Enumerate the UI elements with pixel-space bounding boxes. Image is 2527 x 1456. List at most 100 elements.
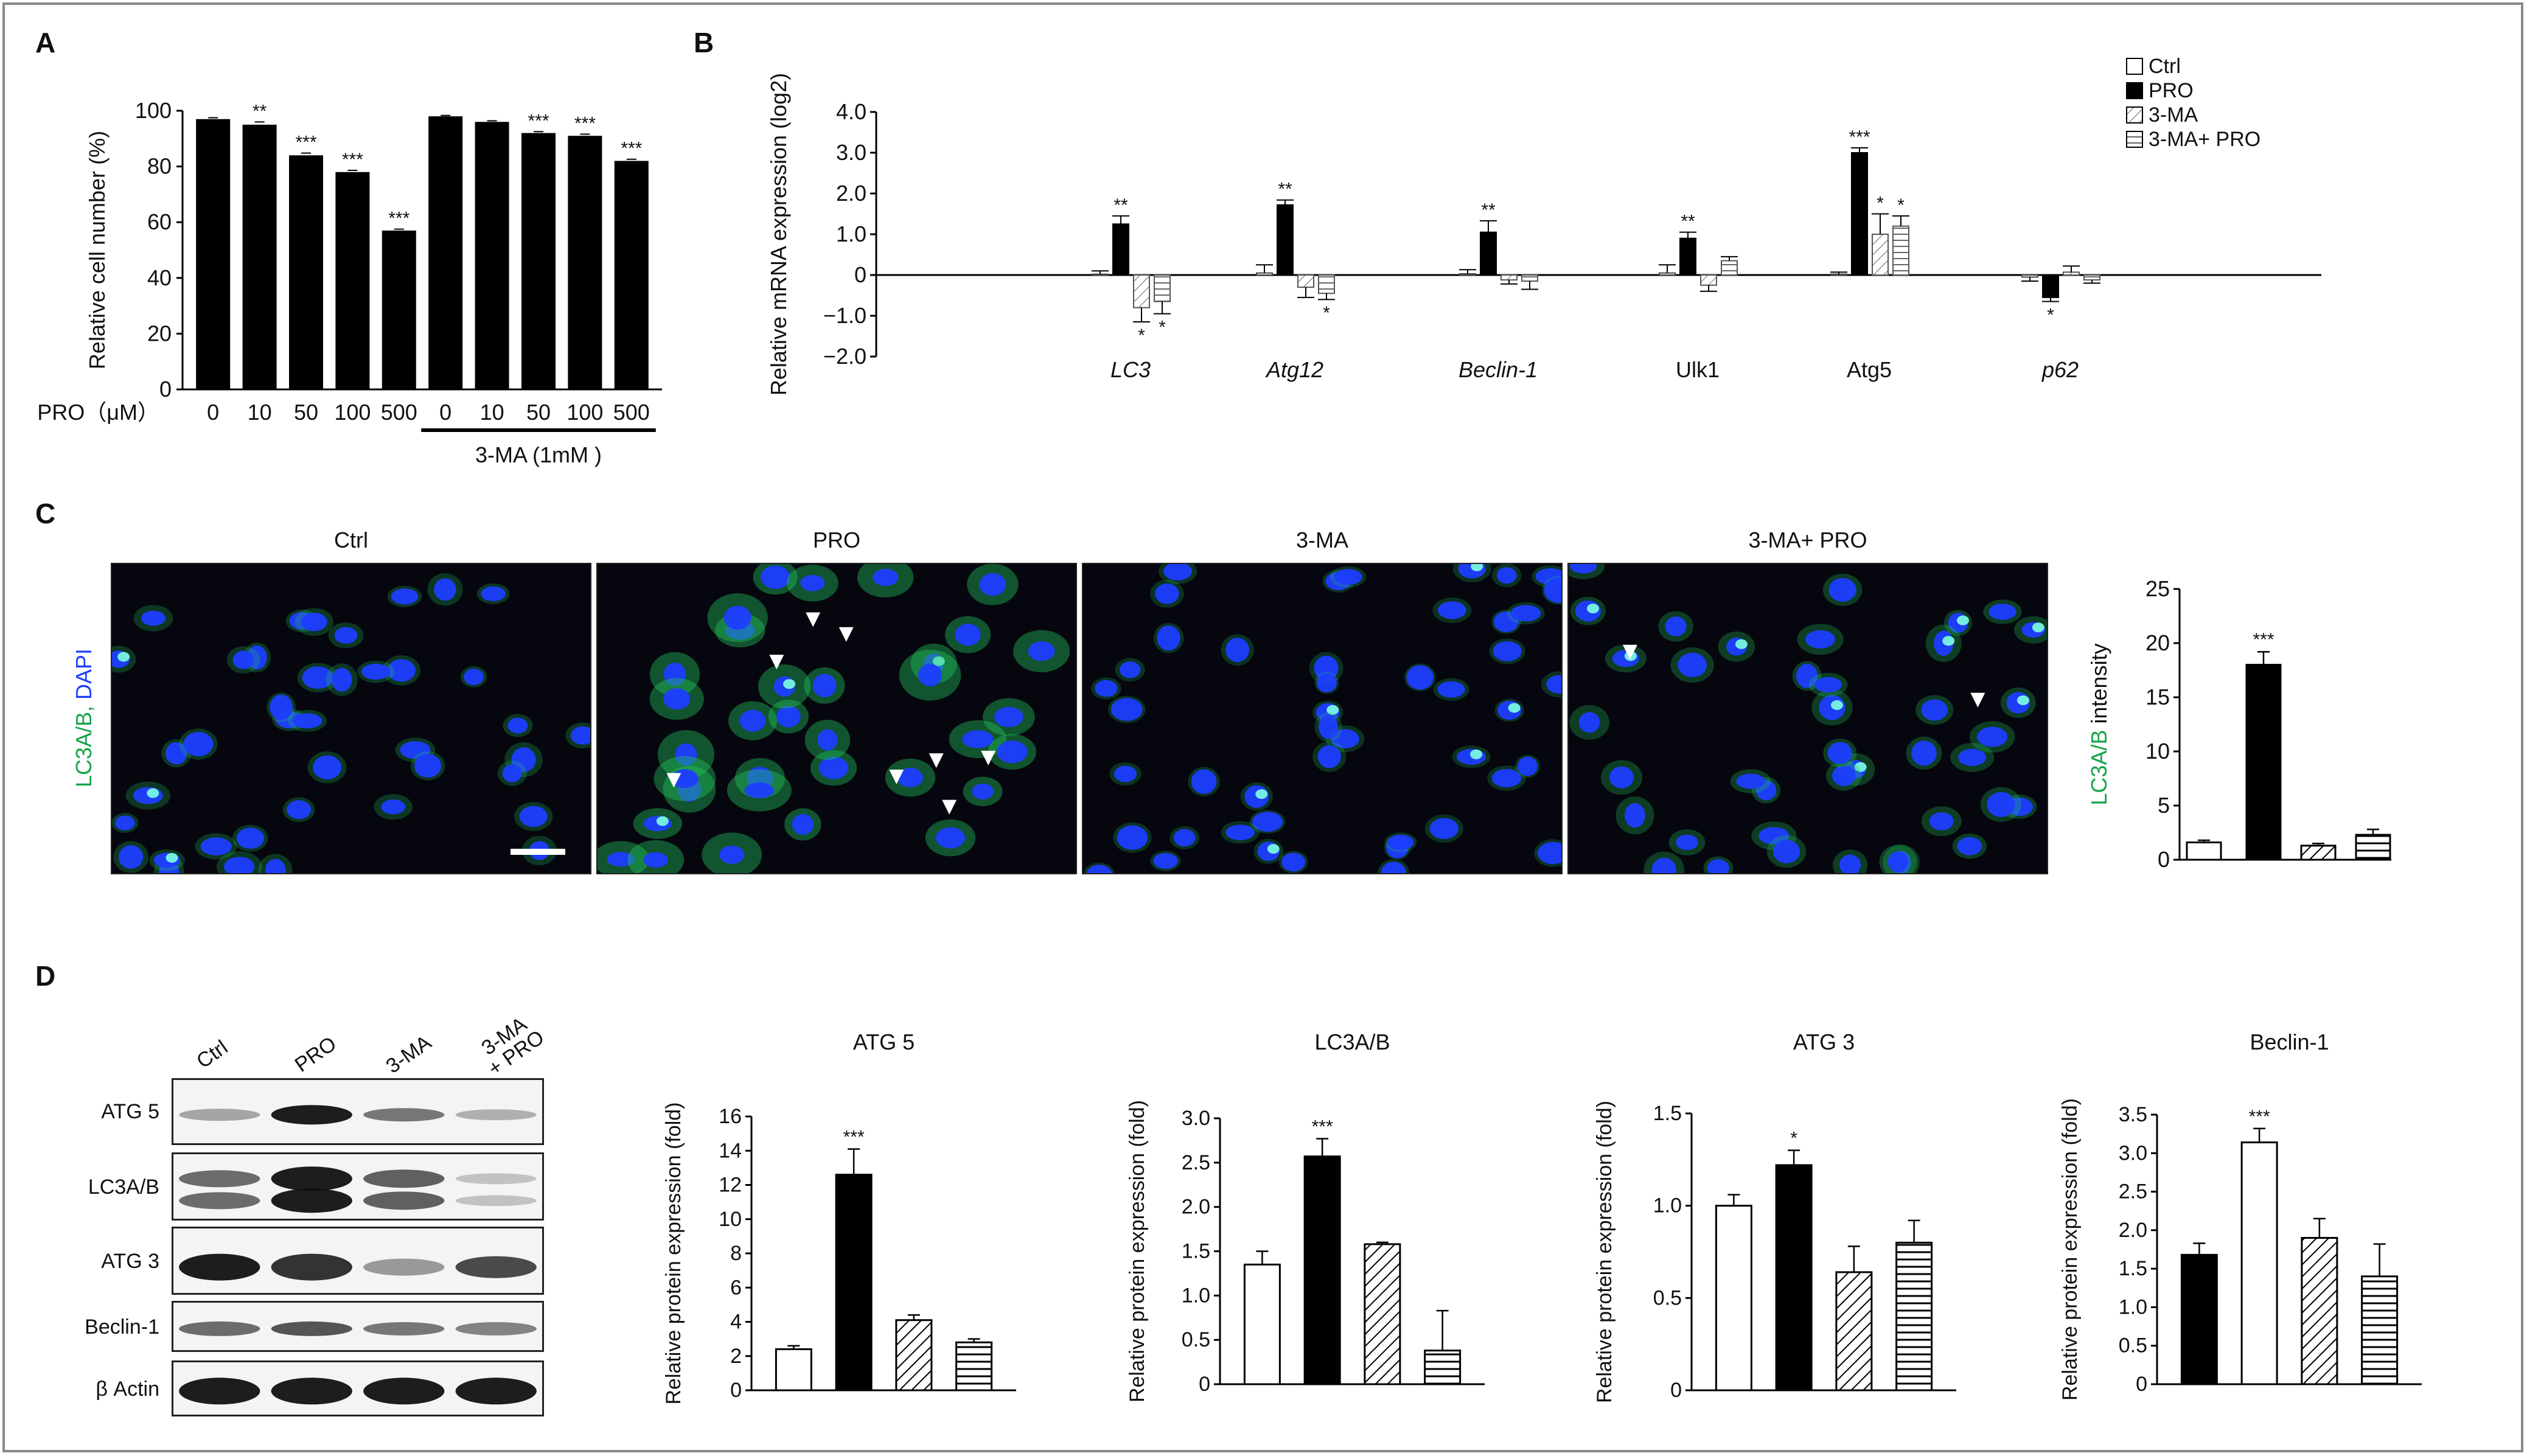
blot-lc3ab bbox=[172, 1152, 544, 1221]
blot-band bbox=[179, 1321, 260, 1336]
significance-label: *** bbox=[2249, 1107, 2270, 1127]
nucleus bbox=[1707, 859, 1729, 873]
bar bbox=[475, 122, 509, 389]
nucleus bbox=[381, 799, 406, 815]
micrograph-stain-label: LC3A/B, DAPI bbox=[71, 649, 96, 787]
nucleus bbox=[361, 663, 391, 680]
bar bbox=[2063, 271, 2080, 276]
bar bbox=[1459, 273, 1476, 276]
bright-spot bbox=[166, 852, 178, 863]
bar bbox=[1501, 274, 1518, 281]
nucleus bbox=[739, 709, 766, 732]
chart-title: Beclin-1 bbox=[2250, 1029, 2329, 1054]
nucleus bbox=[643, 852, 668, 868]
nucleus bbox=[817, 729, 838, 751]
bar bbox=[242, 124, 277, 389]
blot-band bbox=[363, 1191, 445, 1210]
x-axis-title: PRO（μM） bbox=[37, 400, 159, 425]
bright-spot bbox=[2016, 695, 2029, 705]
bar bbox=[835, 1174, 873, 1392]
nucleus bbox=[1609, 766, 1634, 789]
micrograph-labels: Ctrl PRO 3-MA 3-MA+ PRO LC3A/B, DAPI bbox=[71, 528, 1867, 787]
blot-band bbox=[455, 1195, 537, 1207]
blot-band bbox=[271, 1166, 352, 1191]
legend-swatch bbox=[2126, 131, 2143, 148]
y-tick-label: 8 bbox=[730, 1242, 742, 1265]
bright-spot bbox=[656, 816, 669, 826]
y-tick-label: 6 bbox=[730, 1276, 742, 1299]
bar bbox=[335, 172, 370, 389]
nucleus bbox=[1578, 712, 1600, 733]
y-tick-label: 0 bbox=[2158, 847, 2170, 872]
bar bbox=[1364, 1243, 1401, 1385]
nucleus bbox=[994, 706, 1023, 728]
blot-atg3-bands bbox=[179, 1253, 537, 1281]
x-tick-label: 10 bbox=[248, 400, 272, 425]
bright-spot bbox=[1735, 639, 1748, 649]
nucleus bbox=[507, 717, 528, 734]
nucleus bbox=[434, 578, 456, 601]
bar bbox=[895, 1319, 933, 1392]
nucleus bbox=[607, 852, 635, 867]
bright-spot bbox=[1255, 789, 1268, 799]
bar bbox=[521, 133, 556, 389]
y-axis-label: Relative cell number (%) bbox=[85, 131, 110, 369]
nucleus bbox=[464, 668, 484, 685]
significance-label: *** bbox=[2253, 630, 2274, 650]
nucleus bbox=[1387, 834, 1414, 850]
nucleus bbox=[800, 574, 825, 591]
y-tick-label: 1.5 bbox=[1182, 1240, 1210, 1263]
nucleus bbox=[1832, 765, 1856, 787]
x-category-label: LC3 bbox=[1110, 357, 1151, 382]
nucleus bbox=[1155, 583, 1179, 604]
significance-label: ** bbox=[1278, 179, 1292, 200]
nucleus bbox=[287, 800, 312, 820]
nucleus bbox=[955, 624, 981, 646]
blot-row-label: LC3A/B bbox=[88, 1176, 159, 1199]
bright-spot bbox=[783, 679, 796, 689]
significance-label: *** bbox=[574, 113, 596, 133]
nucleus bbox=[1625, 803, 1645, 828]
lane-label: Ctrl bbox=[192, 1036, 232, 1073]
y-tick-label: 2.5 bbox=[1182, 1151, 1210, 1174]
significance-label: *** bbox=[528, 111, 549, 131]
bar bbox=[1112, 223, 1129, 276]
lane-label: 3-MA+ PRO bbox=[472, 1009, 549, 1081]
nucleus bbox=[387, 659, 416, 682]
x-tick-label: 50 bbox=[294, 400, 318, 425]
blot-band bbox=[455, 1322, 537, 1336]
bright-spot bbox=[1470, 749, 1483, 759]
panel-letter-d: D bbox=[35, 960, 55, 992]
y-tick-label: 3.0 bbox=[2119, 1141, 2147, 1165]
nucleus bbox=[165, 742, 187, 765]
bar bbox=[2240, 1141, 2278, 1385]
chart-title: ATG 3 bbox=[1793, 1029, 1855, 1054]
significance-label: * bbox=[1790, 1129, 1797, 1149]
nucleus bbox=[115, 815, 135, 831]
y-tick-label: 10 bbox=[719, 1208, 742, 1231]
blot-band bbox=[271, 1378, 352, 1405]
lane-label-line: Ctrl bbox=[192, 1036, 232, 1073]
nucleus bbox=[962, 730, 994, 748]
bright-spot bbox=[1326, 705, 1339, 715]
blot-row-label: Beclin-1 bbox=[85, 1315, 159, 1339]
arrowhead bbox=[838, 627, 854, 642]
significance-label: ** bbox=[1681, 212, 1695, 232]
nucleus bbox=[723, 605, 751, 630]
x-tick-label: 50 bbox=[526, 400, 551, 425]
arrowhead bbox=[942, 799, 957, 815]
nucleus bbox=[1316, 673, 1337, 692]
bar bbox=[1895, 1241, 1933, 1392]
x-category-label: Atg12 bbox=[1265, 357, 1323, 382]
nucleus bbox=[1319, 715, 1339, 739]
arrowhead bbox=[769, 655, 784, 670]
nucleus bbox=[1120, 661, 1141, 678]
x-category-label: Beclin-1 bbox=[1459, 357, 1538, 382]
bright-spot bbox=[1956, 615, 1969, 625]
chart-d3: 0 0.5 1.0 1.5 Relative protein expression (f… bbox=[1593, 1029, 1956, 1403]
bar bbox=[2083, 274, 2100, 281]
nucleus bbox=[1028, 641, 1055, 661]
nucleus bbox=[570, 726, 590, 745]
blot-band bbox=[363, 1322, 445, 1336]
